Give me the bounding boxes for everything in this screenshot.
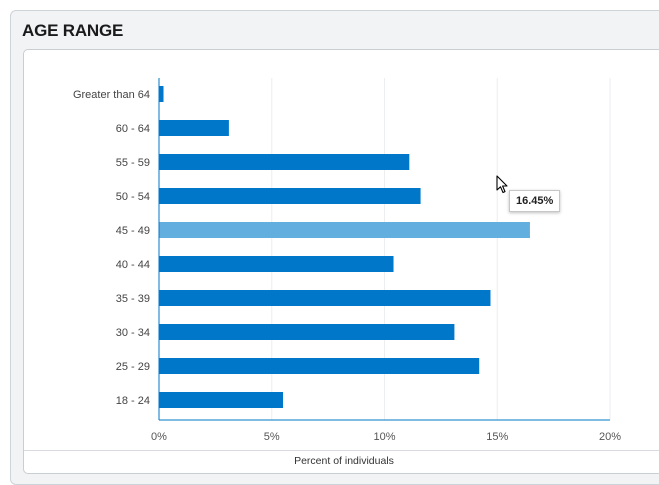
x-tick-label: 5% [264, 431, 280, 443]
chart-card: Greater than 64 60 - 64 55 - 59 50 - 54 45 -… [23, 49, 659, 474]
bar-greater-than-64[interactable] [159, 86, 164, 102]
x-tick-labels: 0% 5% 10% 15% 20% [151, 431, 621, 443]
panel-title: AGE RANGE [22, 21, 124, 40]
x-tick-label: 20% [599, 431, 621, 443]
footer-divider [24, 450, 659, 451]
category-label: 60 - 64 [116, 123, 150, 135]
category-label: 45 - 49 [116, 225, 150, 237]
x-tick-label: 10% [373, 431, 395, 443]
bar-35-39[interactable] [159, 290, 491, 306]
bar-50-54[interactable] [159, 188, 421, 204]
x-tick-label: 15% [486, 431, 508, 443]
mouse-pointer-icon [496, 175, 508, 194]
bar-55-59[interactable] [159, 154, 410, 170]
category-label: Greater than 64 [73, 89, 150, 101]
category-label: 35 - 39 [116, 293, 150, 305]
bar-25-29[interactable] [159, 358, 480, 374]
category-labels: Greater than 64 60 - 64 55 - 59 50 - 54 45 -… [73, 89, 150, 407]
bar-18-24[interactable] [159, 392, 284, 408]
bar-30-34[interactable] [159, 324, 455, 340]
age-range-panel: AGE RANGE Greater than 64 60 - 64 55 - 59 5… [10, 10, 659, 485]
category-label: 18 - 24 [116, 395, 150, 407]
bars [159, 86, 530, 408]
category-label: 30 - 34 [116, 327, 150, 339]
bar-45-49[interactable] [159, 222, 530, 238]
x-tick-label: 0% [151, 431, 167, 443]
category-label: 40 - 44 [116, 259, 150, 271]
value-tooltip: 16.45% [509, 190, 561, 212]
x-axis-label: Percent of individuals [294, 455, 394, 467]
bar-60-64[interactable] [159, 120, 229, 136]
bar-chart: Greater than 64 60 - 64 55 - 59 50 - 54 45 -… [73, 78, 621, 443]
category-label: 55 - 59 [116, 157, 150, 169]
category-label: 25 - 29 [116, 361, 150, 373]
bar-40-44[interactable] [159, 256, 394, 272]
category-label: 50 - 54 [116, 191, 150, 203]
